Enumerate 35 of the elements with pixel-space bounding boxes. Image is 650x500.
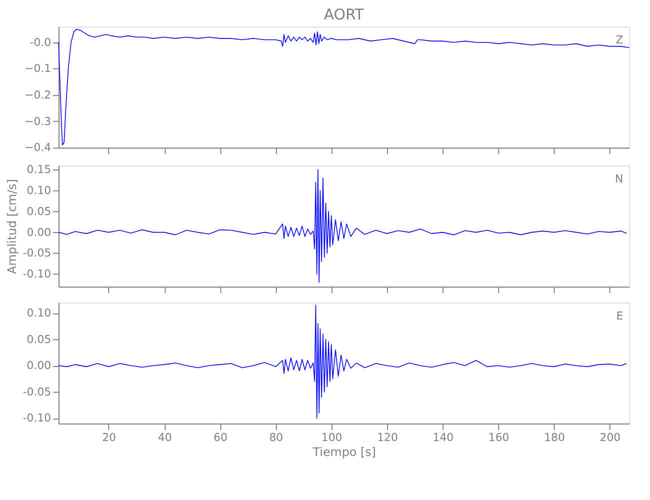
- x-axis-title: Tiempo [s]: [312, 444, 376, 459]
- x-tick-label: 60: [214, 430, 228, 444]
- line-series: [58, 169, 627, 283]
- y-axis-title: Amplitud [cm/s]: [4, 179, 19, 274]
- x-tick-label: 120: [377, 430, 398, 444]
- y-tick-label: -0.05: [22, 246, 52, 260]
- y-tick-label: -0.10: [22, 268, 52, 281]
- chart-title: AORT: [324, 6, 365, 24]
- y-tick-label: 0.05: [26, 204, 52, 218]
- y-tick-label: −0.4: [24, 141, 52, 154]
- y-tick-label: -0.05: [22, 385, 52, 398]
- y-tick-label: -0.0: [30, 36, 52, 49]
- line-series: [58, 28, 630, 146]
- x-tick-label: 180: [544, 430, 565, 444]
- y-tick-label: 0.10: [26, 184, 52, 198]
- y-tick-label: −0.1: [24, 62, 52, 76]
- x-tick-label: 140: [432, 430, 454, 444]
- x-tick-label: 200: [600, 430, 621, 444]
- y-tick-label: -0.10: [22, 412, 52, 425]
- annotation: Z: [616, 33, 624, 46]
- y-tick-label: −0.2: [24, 88, 52, 102]
- x-tick-label: 160: [488, 430, 510, 444]
- annotation: N: [615, 172, 624, 186]
- annotation: E: [616, 309, 624, 322]
- x-tick-label: 20: [102, 430, 116, 444]
- x-tick-label: 80: [269, 430, 284, 444]
- y-tick-label: 0.05: [26, 332, 52, 346]
- y-tick-label: 0.00: [26, 359, 52, 372]
- line-series: [58, 304, 627, 419]
- y-tick-label: −0.3: [24, 114, 52, 128]
- y-tick-label: 0.00: [26, 226, 52, 239]
- y-tick-label: 0.10: [26, 306, 52, 320]
- x-tick-label: 40: [158, 430, 172, 444]
- y-tick-label: 0.15: [26, 163, 52, 176]
- x-tick-label: 100: [321, 430, 342, 444]
